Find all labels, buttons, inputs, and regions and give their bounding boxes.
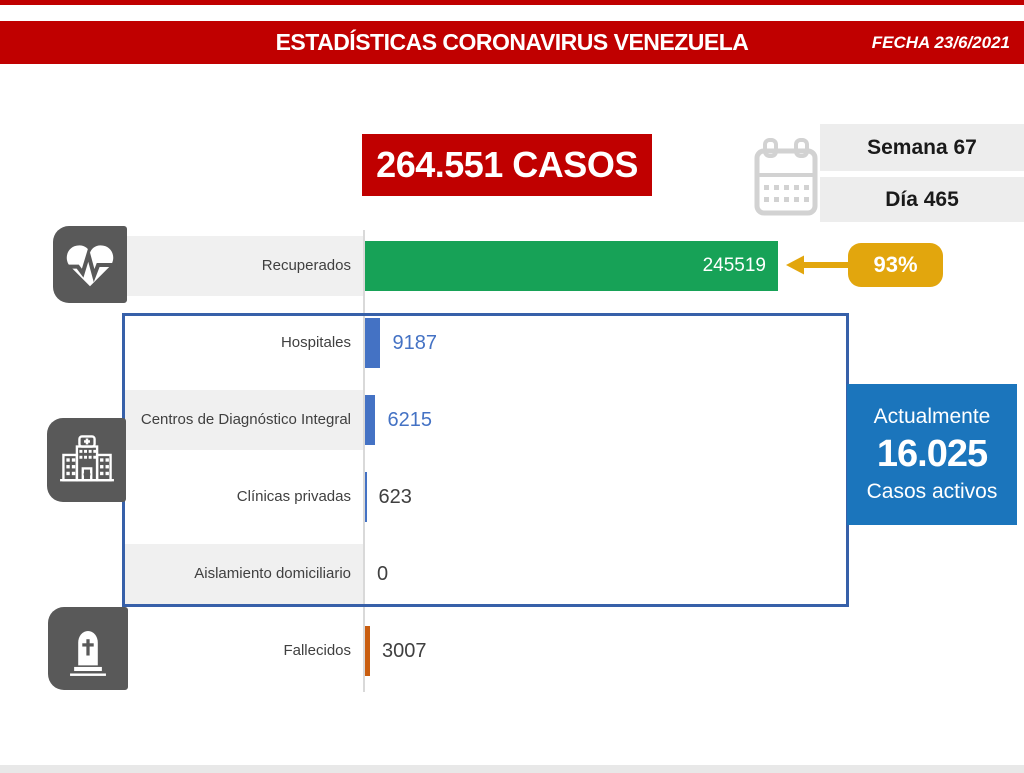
heartbeat-icon bbox=[53, 226, 127, 303]
top-accent-strip bbox=[0, 0, 1024, 5]
chart-axis-line bbox=[363, 230, 365, 692]
value-label: 3007 bbox=[382, 640, 427, 662]
value-label: 9187 bbox=[392, 332, 437, 354]
active-cases-title: Actualmente bbox=[873, 405, 991, 428]
row-stripe bbox=[125, 236, 363, 296]
total-cases-box: 264.551 CASOS bbox=[362, 134, 652, 196]
value-label: 623 bbox=[378, 486, 412, 508]
bottom-strip bbox=[0, 765, 1024, 773]
header-banner: ESTADÍSTICAS CORONAVIRUS VENEZUELA FECHA… bbox=[0, 21, 1024, 64]
active-cases-box: Actualmente 16.025 Casos activos bbox=[847, 384, 1017, 525]
week-box: Semana 67 bbox=[820, 124, 1024, 171]
active-cases-subtitle: Casos activos bbox=[866, 480, 998, 503]
header-date: FECHA 23/6/2021 bbox=[871, 33, 1010, 52]
day-label: Día 465 bbox=[885, 187, 959, 211]
page-title: ESTADÍSTICAS CORONAVIRUS VENEZUELA bbox=[275, 29, 749, 55]
category-label: Fallecidos bbox=[283, 642, 351, 659]
value-label: 6215 bbox=[387, 409, 432, 431]
total-cases-value: 264.551 CASOS bbox=[376, 144, 638, 185]
category-label: Clínicas privadas bbox=[236, 488, 351, 505]
week-label: Semana 67 bbox=[867, 135, 977, 159]
bar bbox=[365, 395, 376, 445]
bar bbox=[365, 626, 371, 676]
bar bbox=[365, 241, 778, 291]
recovered-percent-value: 93% bbox=[873, 252, 918, 277]
value-label: 0 bbox=[377, 563, 389, 585]
calendar-icon bbox=[752, 137, 820, 224]
category-label: Aislamiento domiciliario bbox=[194, 565, 351, 582]
left-arrow-icon bbox=[786, 252, 848, 283]
hospitalization-frame bbox=[122, 313, 849, 607]
recovered-percent-badge: 93% bbox=[848, 243, 943, 287]
category-label: Hospitales bbox=[280, 334, 351, 351]
day-box: Día 465 bbox=[820, 177, 1024, 222]
row-stripe bbox=[125, 390, 363, 450]
category-label: Recuperados bbox=[261, 257, 351, 274]
hospital-icon bbox=[47, 418, 126, 502]
tombstone-icon bbox=[48, 607, 128, 690]
value-label: 245519 bbox=[702, 255, 766, 276]
row-stripe bbox=[125, 544, 363, 604]
category-label: Centros de Diagnóstico Integral bbox=[140, 411, 351, 428]
bar bbox=[365, 472, 367, 522]
active-cases-value: 16.025 bbox=[876, 433, 988, 475]
bar bbox=[365, 318, 381, 368]
